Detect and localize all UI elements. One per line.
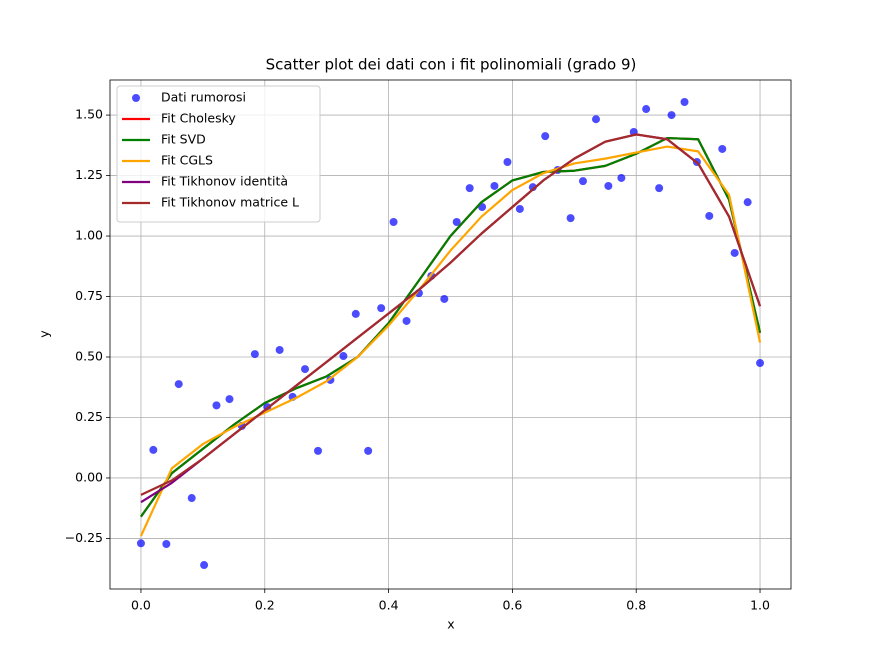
y-tick-label: 0.00: [75, 469, 103, 484]
fit-line: [140, 133, 762, 496]
y-tick-label: 0.25: [75, 409, 103, 424]
y-tick-label: 1.00: [75, 228, 103, 243]
legend: Dati rumorosi Fit Cholesky Fit SVD Fit CGLS…: [116, 85, 321, 223]
scatter-point: [667, 111, 676, 120]
legend-label: Fit Tikhonov identità: [161, 174, 288, 189]
scatter-point: [364, 446, 373, 455]
legend-marker: [132, 94, 140, 102]
legend-label: Dati rumorosi: [161, 90, 246, 105]
y-axis-label: y: [37, 330, 52, 338]
x-axis-label: x: [447, 617, 454, 632]
scatter-point: [440, 294, 449, 303]
scatter-point: [743, 198, 752, 207]
scatter-point: [452, 218, 461, 227]
scatter-point: [225, 395, 234, 404]
legend-label: Fit CGLS: [161, 153, 213, 168]
scatter-point: [541, 132, 550, 141]
x-tick-label: 1.0: [750, 598, 770, 613]
scatter-point: [149, 445, 158, 454]
scatter-point: [250, 350, 259, 359]
fit-line: [140, 136, 762, 518]
y-tick-label: 0.75: [75, 288, 103, 303]
y-tick-label: −0.25: [65, 530, 103, 545]
y-tick-label: 0.50: [75, 348, 103, 363]
legend-label: Fit Cholesky: [161, 111, 236, 126]
scatter-point: [351, 309, 360, 318]
y-tick-label: 1.25: [75, 167, 103, 182]
scatter-point: [174, 380, 183, 389]
scatter-point: [377, 304, 386, 313]
scatter-point: [389, 218, 398, 227]
scatter-point: [187, 494, 196, 503]
scatter-point: [162, 540, 171, 549]
scatter-point: [515, 204, 524, 213]
scatter-point: [402, 316, 411, 325]
chart-title: Scatter plot dei dati con i fit polinomi…: [266, 56, 637, 74]
scatter-point: [591, 115, 600, 124]
legend-box: [116, 85, 321, 223]
scatter-point: [642, 105, 651, 114]
x-tick-label: 0.6: [502, 598, 522, 613]
y-tick-label: 1.50: [75, 107, 103, 122]
scatter-point: [275, 345, 284, 354]
scatter-point: [503, 158, 512, 167]
scatter-point: [314, 446, 323, 455]
scatter-point: [212, 401, 221, 410]
scatter-point: [756, 359, 765, 368]
scatter-point: [680, 98, 689, 107]
scatter-point: [718, 144, 727, 153]
scatter-point: [617, 173, 626, 182]
scatter-point: [465, 184, 474, 193]
fit-line: [139, 145, 762, 537]
scatter-point: [339, 352, 348, 361]
x-tick-label: 0.4: [379, 598, 399, 613]
x-tick-label: 0.2: [255, 598, 275, 613]
scatter-point: [578, 177, 587, 186]
plot-frame: [109, 79, 792, 590]
x-tick-label: 0.0: [131, 598, 151, 613]
scatter-point: [136, 539, 145, 548]
scatter-point: [566, 214, 575, 223]
legend-label: Fit SVD: [161, 132, 206, 147]
scatter-point: [301, 365, 310, 374]
scatter-point: [604, 181, 613, 190]
scatter-point: [705, 211, 714, 220]
scatter-point: [490, 181, 499, 190]
scatter-point: [655, 184, 664, 193]
scatter-point: [730, 248, 739, 257]
x-tick-label: 0.8: [626, 598, 646, 613]
scatter-point: [200, 561, 209, 570]
legend-label: Fit Tikhonov matrice L: [161, 195, 299, 210]
